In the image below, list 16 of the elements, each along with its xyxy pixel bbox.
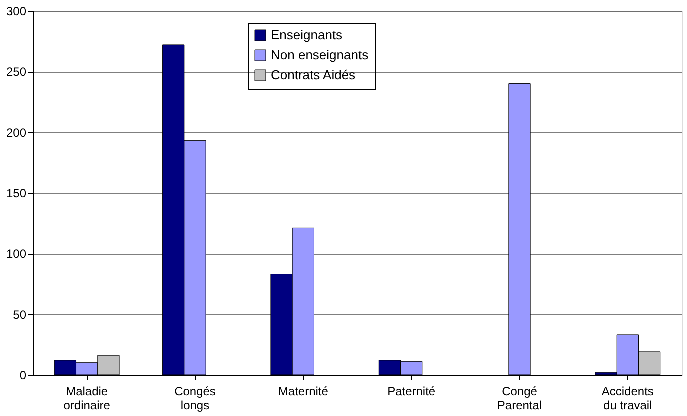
- x-tick-label: Accidents du travail: [602, 384, 654, 412]
- x-tick-label: Maladie ordinaire: [64, 384, 111, 412]
- y-tick-label: 100: [6, 247, 27, 262]
- x-tick-label: Maternité: [278, 384, 329, 398]
- legend-label: Enseignants: [271, 28, 344, 42]
- y-tick-label: 300: [6, 4, 27, 18]
- legend-label: Non enseignants: [271, 48, 370, 62]
- x-tick-label: Paternité: [388, 384, 436, 398]
- y-tick-label: 0: [20, 368, 27, 382]
- x-tick-label: Congé Parental: [497, 384, 542, 412]
- y-tick-label: 200: [6, 126, 27, 140]
- y-tick-label: 50: [13, 308, 27, 322]
- x-tick-label: Congés longs: [174, 384, 216, 412]
- legend-label: Contrats Aidés: [271, 68, 356, 82]
- y-tick-label: 250: [6, 65, 27, 80]
- y-tick-label: 150: [6, 186, 27, 200]
